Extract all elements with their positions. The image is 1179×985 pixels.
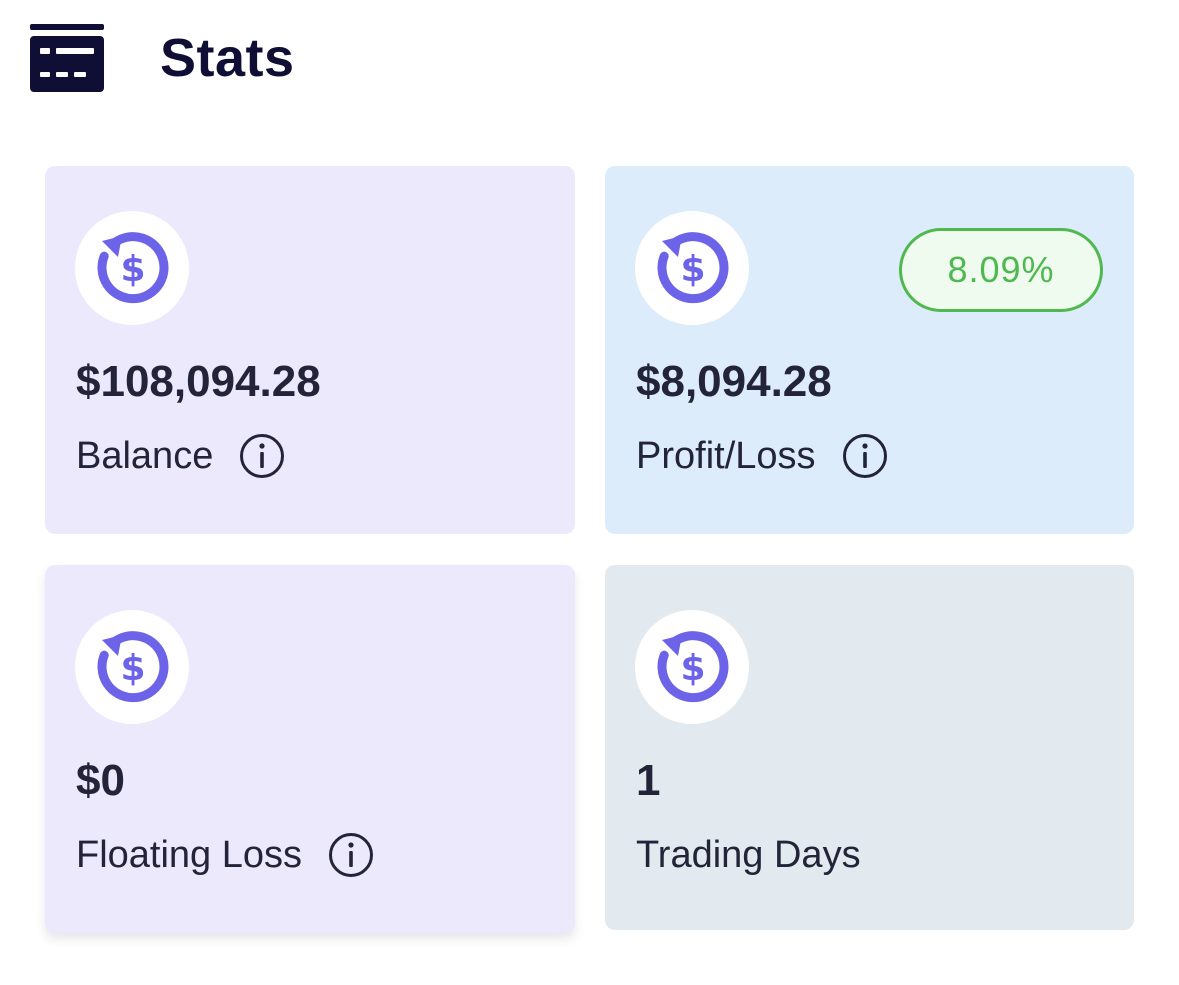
icon-circle: $ <box>635 610 749 724</box>
page-title: Stats <box>160 28 295 88</box>
profit-loss-card: $ 8.09% $8,094.28 Profit/Loss <box>605 166 1134 534</box>
floating-loss-card: $ $0 Floating Loss <box>45 565 575 933</box>
trading-days-label-row: Trading Days <box>636 831 861 879</box>
trading-days-label: Trading Days <box>636 834 861 876</box>
profit-loss-label: Profit/Loss <box>636 435 816 477</box>
floating-loss-value: $0 <box>76 756 125 805</box>
trading-days-card: $ 1 Trading Days <box>605 565 1134 930</box>
icon-circle: $ <box>635 211 749 325</box>
icon-circle: $ <box>75 211 189 325</box>
stats-header: Stats <box>28 22 295 94</box>
svg-text:$: $ <box>120 249 145 290</box>
id-card-icon <box>30 24 104 92</box>
profit-loss-value: $8,094.28 <box>636 357 832 406</box>
info-icon[interactable] <box>239 433 285 479</box>
trading-days-value: 1 <box>636 756 661 805</box>
floating-loss-label-row: Floating Loss <box>76 831 374 879</box>
svg-text:$: $ <box>120 648 145 689</box>
info-icon[interactable] <box>328 832 374 878</box>
svg-text:$: $ <box>680 249 705 290</box>
balance-label-row: Balance <box>76 432 285 480</box>
floating-loss-label: Floating Loss <box>76 834 303 876</box>
info-icon[interactable] <box>842 433 888 479</box>
dollar-refresh-icon: $ <box>97 232 169 304</box>
dollar-refresh-icon: $ <box>657 232 729 304</box>
svg-text:$: $ <box>680 648 705 689</box>
percent-change-badge: 8.09% <box>899 228 1103 312</box>
balance-value: $108,094.28 <box>76 357 321 406</box>
balance-card: $ $108,094.28 Balance <box>45 166 575 534</box>
icon-circle: $ <box>75 610 189 724</box>
profit-loss-label-row: Profit/Loss <box>636 432 888 480</box>
dollar-refresh-icon: $ <box>657 631 729 703</box>
dollar-refresh-icon: $ <box>97 631 169 703</box>
balance-label: Balance <box>76 435 214 477</box>
